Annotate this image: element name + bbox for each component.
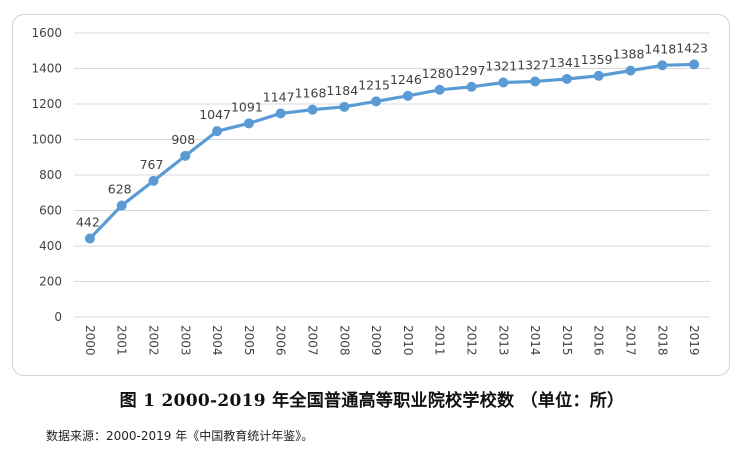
y-tick-label: 1000 [31, 133, 62, 147]
data-label: 1341 [549, 55, 581, 70]
data-label: 767 [140, 157, 164, 172]
data-point [307, 104, 318, 115]
x-tick-label: 2009 [369, 325, 383, 356]
y-tick-label: 800 [39, 168, 62, 182]
data-label: 1321 [485, 59, 517, 74]
x-tick-label: 2014 [528, 325, 542, 356]
data-point [530, 76, 541, 87]
data-point [625, 65, 636, 76]
data-label: 442 [76, 215, 100, 230]
y-tick-label: 0 [54, 310, 62, 324]
data-label: 1359 [581, 52, 613, 67]
data-point [116, 200, 127, 211]
x-tick-label: 2018 [655, 325, 669, 356]
data-point [434, 84, 445, 95]
data-point [339, 101, 350, 112]
x-tick-label: 2016 [592, 325, 606, 356]
y-tick-label: 600 [39, 204, 62, 218]
x-tick-label: 2004 [210, 325, 224, 356]
data-point [275, 108, 286, 119]
line-chart: 0 200 400 600 800 1000 1200 1400 1600 2000 2001 200… [31, 26, 710, 356]
data-point [593, 70, 604, 81]
x-tick-label: 2001 [115, 325, 129, 356]
x-tick-label: 2003 [178, 325, 192, 356]
data-point [657, 60, 668, 71]
data-point [148, 175, 159, 186]
data-label: 1246 [390, 72, 422, 87]
data-point [498, 77, 509, 88]
x-tick-label: 2006 [274, 325, 288, 356]
data-point [402, 90, 413, 101]
data-label: 1147 [263, 89, 295, 104]
x-tick-label: 2000 [83, 325, 97, 356]
data-source-note: 数据来源：2000-2019 年《中国教育统计年鉴》。 [46, 429, 314, 443]
data-label: 1297 [454, 63, 486, 78]
data-label: 1327 [517, 57, 549, 72]
data-point [212, 126, 223, 137]
data-label: 1215 [358, 77, 390, 92]
data-label: 1047 [199, 107, 231, 122]
x-tick-label: 2019 [687, 325, 701, 356]
data-label: 1280 [422, 66, 454, 81]
data-point [466, 81, 477, 92]
x-tick-label: 2013 [496, 325, 510, 356]
y-tick-label: 400 [39, 239, 62, 253]
data-label: 1418 [644, 41, 676, 56]
data-point [180, 150, 191, 161]
y-tick-label: 1200 [31, 97, 62, 111]
x-tick-label: 2010 [401, 325, 415, 356]
data-point [243, 118, 254, 129]
x-tick-label: 2005 [242, 325, 256, 356]
x-tick-label: 2007 [306, 325, 320, 356]
data-label: 908 [171, 132, 195, 147]
data-label: 1423 [676, 40, 708, 55]
series-line [88, 62, 696, 241]
figure-caption: 图 1 2000-2019 年全国普通高等职业院校学校数 （单位：所） [119, 391, 625, 411]
x-tick-label: 2015 [560, 325, 574, 356]
x-tick-label: 2012 [465, 325, 479, 356]
data-label: 1388 [613, 47, 645, 62]
x-tick-label: 2002 [147, 325, 161, 356]
x-tick-label: 2017 [624, 325, 638, 356]
data-point [371, 96, 382, 107]
data-label: 1184 [326, 83, 358, 98]
data-point [561, 73, 572, 84]
y-tick-label: 200 [39, 275, 62, 289]
data-label: 1168 [295, 86, 327, 101]
data-point [689, 59, 700, 70]
data-point [84, 233, 95, 244]
data-label: 1091 [231, 99, 263, 114]
y-tick-label: 1400 [31, 62, 62, 76]
x-tick-label: 2011 [433, 325, 447, 356]
y-tick-label: 1600 [31, 26, 62, 40]
x-tick-label: 2008 [337, 325, 351, 356]
data-label: 628 [108, 182, 132, 197]
